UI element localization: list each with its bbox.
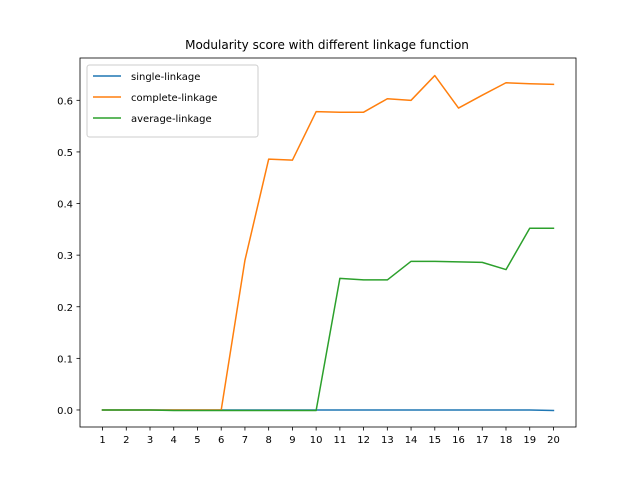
legend-label-average-linkage: average-linkage <box>131 114 212 125</box>
y-tick-label: 0.6 <box>57 96 73 107</box>
x-tick-label: 1 <box>99 435 105 446</box>
legend-box <box>86 64 259 138</box>
x-tick-label: 15 <box>428 435 441 446</box>
x-tick-label: 4 <box>171 435 177 446</box>
x-tick-label: 18 <box>500 435 513 446</box>
chart-title: Modularity score with different linkage … <box>185 38 469 52</box>
y-tick-label: 0.2 <box>57 303 73 314</box>
x-tick-label: 12 <box>357 435 370 446</box>
x-tick-label: 6 <box>218 435 224 446</box>
x-tick-label: 11 <box>333 435 346 446</box>
y-tick-label: 0.0 <box>57 406 73 417</box>
legend-label-complete-linkage: complete-linkage <box>131 93 217 104</box>
x-tick-label: 19 <box>523 435 536 446</box>
y-tick-label: 0.4 <box>57 200 73 211</box>
y-tick-label: 0.5 <box>57 148 73 159</box>
x-tick-label: 10 <box>310 435 323 446</box>
x-tick-label: 5 <box>194 435 200 446</box>
axes-frame <box>79 57 577 428</box>
x-tick-label: 17 <box>476 435 489 446</box>
x-tick-label: 7 <box>242 435 248 446</box>
x-tick-label: 13 <box>381 435 394 446</box>
legend-label-single-linkage: single-linkage <box>131 72 200 83</box>
x-tick-label: 9 <box>289 435 295 446</box>
y-tick-label: 0.3 <box>57 251 73 262</box>
x-tick-label: 20 <box>547 435 560 446</box>
x-tick-label: 3 <box>147 435 153 446</box>
x-tick-label: 2 <box>123 435 129 446</box>
x-tick-label: 14 <box>405 435 418 446</box>
y-tick-label: 0.1 <box>57 354 73 365</box>
x-tick-label: 8 <box>265 435 271 446</box>
x-tick-label: 16 <box>452 435 465 446</box>
series-line-average-linkage <box>101 227 555 412</box>
plot-area: 1 2 3 4 5 6 7 8 9 10 11 12 13 14 15 16 17 18 19 200.00.10.2… <box>57 57 577 446</box>
